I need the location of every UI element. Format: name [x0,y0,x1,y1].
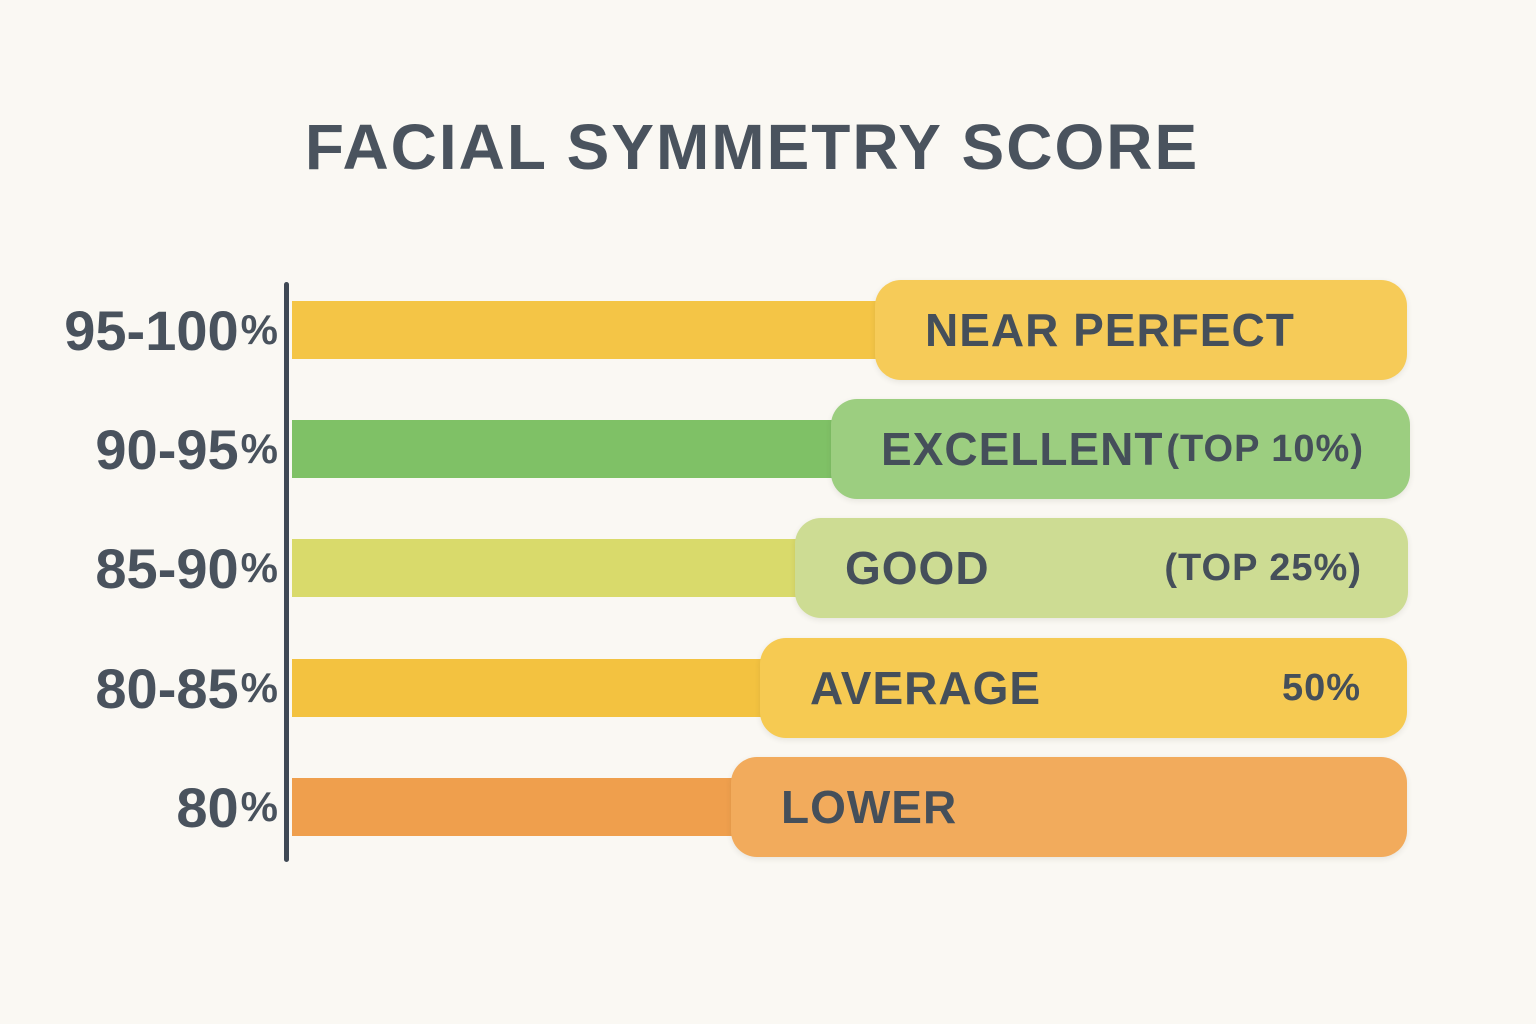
percent-sign: % [240,783,278,830]
category-note: (TOP 10%) [1166,427,1364,470]
category-label: GOOD [845,542,990,594]
score-bar [292,659,840,717]
score-bar [292,301,955,359]
range-text: 95-100 [64,298,239,362]
category-label: LOWER [781,781,958,833]
percent-sign: % [240,425,278,472]
chart-title: FACIAL SYMMETRY SCORE [304,111,1200,183]
score-range-label: 80% [40,747,278,867]
percent-sign: % [240,544,278,591]
range-text: 85-90 [95,536,239,600]
category-pill: AVERAGE 50% [760,638,1407,738]
chart-row: 95-100% NEAR PERFECT [0,270,1536,390]
range-text: 90-95 [95,417,239,481]
category-note: 50% [1281,666,1361,709]
score-bar [292,539,875,597]
y-axis-line [284,282,289,862]
category-pill: NEAR PERFECT [875,280,1407,380]
chart-row: 90-95% EXCELLENT (TOP 10%) [0,389,1536,509]
category-label: EXCELLENT [881,423,1164,475]
category-pill: GOOD (TOP 25%) [795,518,1408,618]
percent-sign: % [240,306,278,353]
range-text: 80 [176,775,239,839]
chart-row: 80-85% AVERAGE 50% [0,628,1536,748]
range-text: 80-85 [95,656,239,720]
score-range-label: 85-90% [40,508,278,628]
percent-sign: % [240,664,278,711]
score-range-label: 95-100% [40,270,278,390]
chart-row: 80% LOWER [0,747,1536,867]
score-range-label: 80-85% [40,628,278,748]
score-bar [292,778,811,836]
category-label: NEAR PERFECT [925,304,1295,356]
category-pill: LOWER [731,757,1407,857]
chart-row: 85-90% GOOD (TOP 25%) [0,508,1536,628]
category-note: (TOP 25%) [1164,546,1362,589]
category-label: AVERAGE [810,662,1042,714]
score-range-label: 90-95% [40,389,278,509]
score-bar [292,420,911,478]
category-pill: EXCELLENT (TOP 10%) [831,399,1410,499]
